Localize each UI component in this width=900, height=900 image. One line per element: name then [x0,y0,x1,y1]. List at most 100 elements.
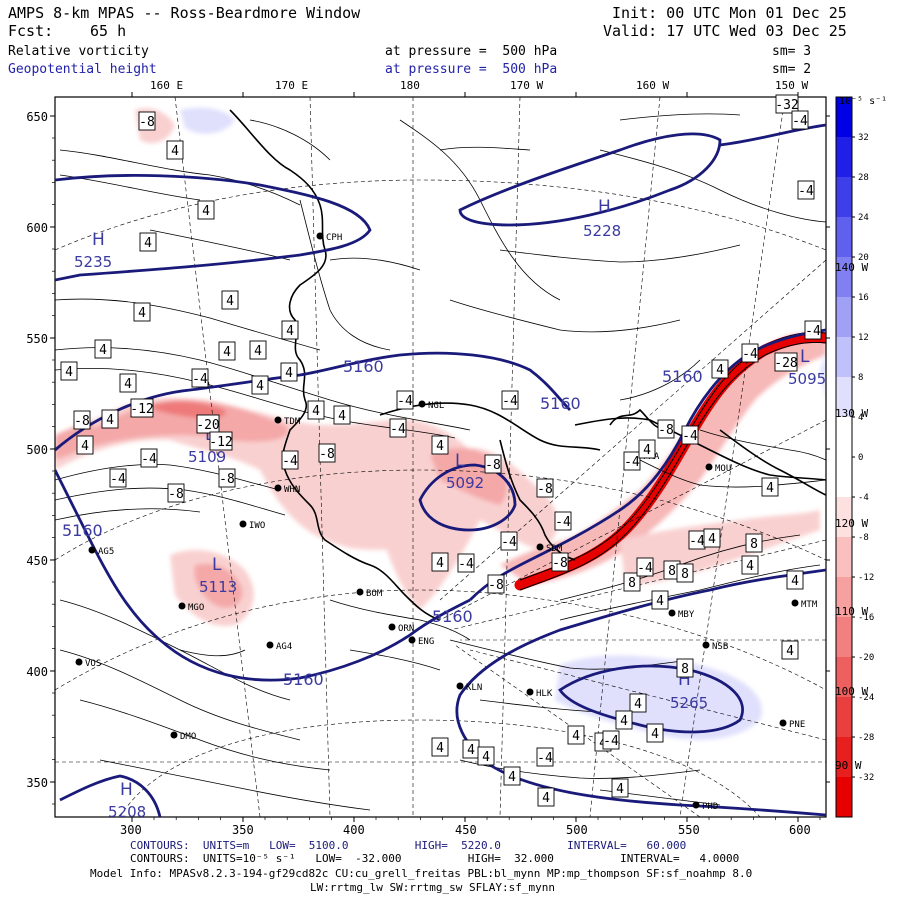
vorticity-label: 4 [651,727,659,742]
station-label: VOS [85,659,101,669]
station-label: SDM [546,544,563,554]
height-label: H [92,230,105,250]
vorticity-label-box [636,557,654,577]
vorticity-label-box [745,533,763,553]
vorticity-label: 4 [786,644,794,659]
vorticity-label-box [554,511,572,531]
station-dot [668,609,676,617]
vorticity-label: 4 [620,714,628,729]
colorbar-swatch [836,577,852,618]
vorticity-label-box [281,450,299,470]
vorticity-label: 8 [681,662,689,677]
vorticity-label-box [307,400,325,420]
vorticity-label-box [638,439,656,459]
vorticity-label-box [623,572,641,592]
field1-smoothing: sm= 3 [772,44,812,59]
vorticity-label-box [657,419,675,439]
right-lon-label: 110 W [835,605,869,618]
vorticity-label-box [76,435,94,455]
height-label: 5228 [583,222,621,240]
station-label: MOU [715,464,731,474]
station-dot [274,416,282,424]
vorticity-label: -8 [319,447,335,462]
height-label: H [598,197,611,217]
vorticity-label: -4 [792,114,808,129]
vorticity-label-box [477,746,495,766]
vorticity-label: 4 [223,345,231,360]
valid-time: Valid: 17 UTC Wed 03 Dec 25 [603,22,847,40]
vorticity-label: -4 [537,751,553,766]
vorticity-label: 4 [791,574,799,589]
field2-level: at pressure = 500 hPa [385,62,558,77]
height-label: 5092 [446,474,484,492]
colorbar-swatch [836,497,852,538]
vorticity-label: 4 [202,204,210,219]
station-label: BOM [366,589,383,599]
vorticity-label: 4 [616,782,624,797]
plot-frame [54,96,827,818]
vorticity-label-box [251,375,269,395]
right-lon-label: 100 W [835,685,869,698]
vorticity-label: 4 [312,404,320,419]
colorbar-swatch [836,297,852,338]
x-tick-label: 400 [343,823,365,837]
station-dot [274,484,282,492]
vorticity-label-box [218,468,236,488]
height-label: 5160 [662,367,703,386]
field1-name: Relative vorticity [8,44,149,59]
vorticity-label: -12 [130,402,153,417]
colorbar-tick-label: 0 [858,453,863,463]
vorticity-label: 4 [716,363,724,378]
vorticity-label-box [484,454,502,474]
station-label: AG4 [276,642,292,652]
y-tick-label: 400 [26,665,48,679]
station-label: MGO [188,603,204,613]
vorticity-label-box [629,693,647,713]
vorticity-label: 8 [750,537,758,552]
vorticity-label-box [281,320,299,340]
x-tick-label: 350 [232,823,254,837]
station-dot [418,400,426,408]
vorticity-label-box [396,390,414,410]
vorticity-label: -4 [458,557,474,572]
station-label: NSB [712,642,728,652]
height-label: L [800,347,810,367]
station-dot [536,543,544,551]
station-dot [75,658,83,666]
vorticity-label-box [804,320,822,340]
y-tick-label: 450 [26,554,48,568]
right-lon-label: 140 W [835,261,869,274]
right-lon-label: 120 W [835,517,869,530]
vorticity-label-box [786,570,804,590]
vorticity-label-box [536,747,554,767]
vorticity-label-box [551,552,569,572]
height-label: 5160 [283,670,324,689]
vorticity-label: 4 [99,343,107,358]
colorbar-unit: 10⁻⁵ s⁻¹ [839,96,888,107]
vorticity-label-box [130,398,154,418]
vorticity-label: -8 [219,472,235,487]
colorbar-swatch [836,217,852,258]
station-label: HLK [536,689,553,699]
height-label: 5095 [788,370,826,388]
station-label: MTM [801,600,818,610]
vorticity-label: 8 [628,576,636,591]
colorbar-tick-label: -28 [858,733,874,743]
vorticity-label: 4 [766,481,774,496]
height-label: 5208 [108,803,146,821]
x-tick-label: 500 [566,823,588,837]
vorticity-label-box [676,563,694,583]
top-lon-label: 170 E [275,79,309,92]
station-dot [456,682,464,690]
colorbar-swatch [836,377,852,418]
vorticity-label-box [333,405,351,425]
vorticity-label-box [431,737,449,757]
height-label: 5160 [540,394,581,413]
vorticity-label: 4 [256,379,264,394]
colorbar-tick-label: 20 [858,253,869,263]
colorbar-swatch [836,257,852,298]
vorticity-label: -8 [488,578,504,593]
height-label: 5160 [62,521,103,540]
vorticity-label-box [501,390,519,410]
vorticity-label-box [431,435,449,455]
